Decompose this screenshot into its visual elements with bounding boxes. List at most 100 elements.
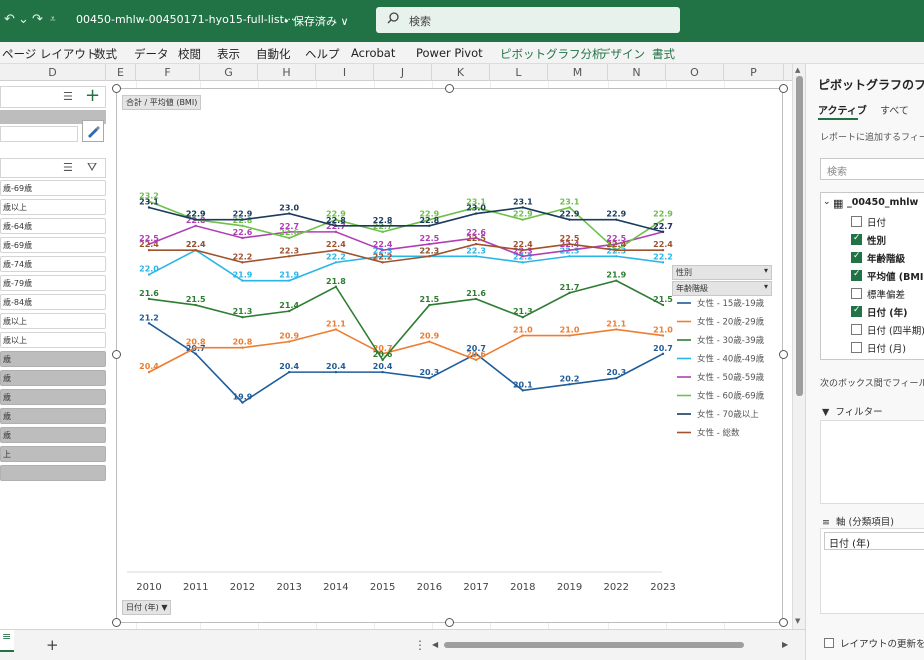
scroll-left-icon[interactable]: ◀ bbox=[432, 640, 439, 649]
scroll-right-icon[interactable]: ▶ bbox=[782, 640, 789, 649]
undo-icon[interactable]: ↶ bbox=[4, 12, 15, 27]
multi-select-icon-2[interactable]: ☰ bbox=[63, 161, 73, 174]
field-checkbox[interactable] bbox=[851, 288, 862, 299]
slicer-item[interactable]: 歳-69歳 bbox=[0, 180, 106, 196]
legend-field-age-button[interactable]: 年齢階級 ▾ bbox=[672, 281, 772, 296]
add-icon[interactable]: + bbox=[85, 85, 101, 106]
slicer-item[interactable]: 上 bbox=[0, 446, 106, 462]
column-header-o[interactable]: O bbox=[666, 64, 724, 81]
tab-page-layout[interactable]: ページ レイアウト bbox=[2, 47, 98, 61]
slicer-item[interactable]: 歳以上 bbox=[0, 313, 106, 329]
axis-field-item[interactable]: 日付 (年) bbox=[824, 532, 924, 550]
slicer-1-bar[interactable] bbox=[0, 110, 106, 124]
column-header-m[interactable]: M bbox=[548, 64, 608, 81]
search-box[interactable]: 検索 bbox=[376, 7, 680, 33]
redo-icon[interactable]: ↷ bbox=[32, 12, 43, 27]
column-header-e[interactable]: E bbox=[106, 64, 136, 81]
legend-field-gender-button[interactable]: 性別 ▾ bbox=[672, 265, 772, 280]
field-checkbox[interactable] bbox=[851, 324, 862, 335]
resize-handle[interactable] bbox=[445, 618, 454, 627]
multi-select-icon[interactable]: ☰ bbox=[63, 90, 73, 103]
save-status[interactable]: • 保存済み ∨ bbox=[283, 15, 349, 28]
tab-view[interactable]: 表示 bbox=[217, 47, 240, 61]
column-header-p[interactable]: P bbox=[724, 64, 784, 81]
column-header-l[interactable]: L bbox=[490, 64, 548, 81]
column-header-d[interactable]: D bbox=[0, 64, 106, 81]
add-sheet-button[interactable]: + bbox=[46, 636, 59, 654]
horizontal-scrollbar[interactable]: ◀ ▶ bbox=[432, 640, 792, 650]
field-checkbox[interactable] bbox=[851, 305, 862, 317]
column-header-h[interactable]: H bbox=[258, 64, 316, 81]
slicer-item[interactable]: 歳-64歳 bbox=[0, 218, 106, 234]
tab-active[interactable]: アクティブ bbox=[818, 106, 867, 117]
data-point bbox=[615, 255, 618, 258]
hscroll-thumb[interactable] bbox=[444, 642, 744, 648]
legend-label: 女性 - 15歳-19歳 bbox=[697, 298, 765, 309]
tab-data[interactable]: データ bbox=[134, 47, 169, 61]
resize-handle[interactable] bbox=[112, 350, 121, 359]
data-point bbox=[147, 200, 151, 203]
column-header-i[interactable]: I bbox=[316, 64, 374, 81]
undo-dropdown-icon[interactable]: ⌄ bbox=[18, 12, 29, 27]
tab-power-pivot[interactable]: Power Pivot bbox=[416, 46, 483, 60]
filter-drop-area[interactable] bbox=[820, 420, 924, 504]
data-label: 22.4 bbox=[653, 240, 673, 249]
scroll-up-icon[interactable]: ▲ bbox=[795, 66, 801, 74]
resize-handle[interactable] bbox=[112, 618, 121, 627]
slicer-item[interactable]: 歳 bbox=[0, 427, 106, 443]
slicer-item[interactable]: 歳 bbox=[0, 351, 106, 367]
tab-all[interactable]: すべて bbox=[880, 106, 909, 117]
slicer-item[interactable]: 歳 bbox=[0, 408, 106, 424]
column-header-g[interactable]: G bbox=[200, 64, 258, 81]
tab-design[interactable]: デザイン bbox=[599, 47, 645, 61]
defer-checkbox[interactable] bbox=[824, 638, 834, 648]
data-point bbox=[287, 230, 291, 234]
resize-handle[interactable] bbox=[779, 350, 788, 359]
defer-layout-update[interactable]: レイアウトの更新を保留する bbox=[824, 636, 924, 650]
field-search-input[interactable]: 検索 bbox=[820, 158, 924, 180]
slicer-item[interactable]: 歳-74歳 bbox=[0, 256, 106, 272]
column-header-f[interactable]: F bbox=[136, 64, 200, 81]
field-checkbox[interactable] bbox=[851, 269, 862, 281]
slicer-item[interactable]: 歳以上 bbox=[0, 332, 106, 348]
tab-formulas[interactable]: 数式 bbox=[94, 47, 117, 61]
slicer-item[interactable]: 歳-69歳 bbox=[0, 237, 106, 253]
column-header-n[interactable]: N bbox=[608, 64, 666, 81]
clear-filter-icon[interactable]: ⛛ bbox=[87, 160, 98, 174]
tab-acrobat[interactable]: Acrobat bbox=[351, 46, 396, 60]
scroll-thumb[interactable] bbox=[796, 76, 803, 396]
more-options-icon[interactable]: ⋮ bbox=[414, 638, 426, 652]
slicer-item[interactable]: 歳以上 bbox=[0, 199, 106, 215]
slicer-item[interactable]: 歳-84歳 bbox=[0, 294, 106, 310]
tab-review[interactable]: 校閲 bbox=[178, 47, 201, 61]
slicer-item[interactable]: 歳-79歳 bbox=[0, 275, 106, 291]
scroll-down-icon[interactable]: ▼ bbox=[795, 617, 801, 625]
field-checkbox[interactable] bbox=[851, 251, 862, 263]
slicer-item[interactable] bbox=[0, 465, 106, 481]
quick-access-menu-icon[interactable]: ⩡ bbox=[50, 14, 56, 25]
column-header-j[interactable]: J bbox=[374, 64, 432, 81]
field-checkbox[interactable] bbox=[851, 233, 862, 245]
column-header-k[interactable]: K bbox=[432, 64, 490, 81]
sheet-tab[interactable]: ≡ bbox=[0, 630, 14, 652]
collapse-icon[interactable]: ⌄ bbox=[823, 197, 831, 207]
tab-automate[interactable]: 自動化 bbox=[256, 47, 291, 61]
value-field-button[interactable]: 合計 / 平均値 (BMI) bbox=[122, 95, 202, 110]
data-point bbox=[334, 261, 338, 264]
tab-format[interactable]: 書式 bbox=[652, 47, 675, 61]
resize-handle[interactable] bbox=[779, 618, 788, 627]
pivot-chart[interactable]: 合計 / 平均値 (BMI) 日付 (年) ▼ 性別 ▾ 年齢階級 ▾ 2010… bbox=[116, 88, 783, 623]
tab-help[interactable]: ヘルプ bbox=[305, 47, 340, 61]
field-checkbox[interactable] bbox=[851, 216, 862, 227]
tab-pivotchart-analyze[interactable]: ピボットグラフ分析 bbox=[500, 47, 604, 61]
resize-handle[interactable] bbox=[112, 84, 121, 93]
resize-handle[interactable] bbox=[445, 84, 454, 93]
slicer-1-item[interactable] bbox=[0, 126, 78, 142]
slicer-item[interactable]: 歳 bbox=[0, 370, 106, 386]
resize-handle[interactable] bbox=[779, 84, 788, 93]
brush-icon[interactable] bbox=[82, 120, 104, 142]
axis-field-button[interactable]: 日付 (年) ▼ bbox=[122, 600, 172, 615]
vertical-scrollbar[interactable]: ▲ ▼ bbox=[792, 64, 805, 629]
slicer-item[interactable]: 歳 bbox=[0, 389, 106, 405]
field-checkbox[interactable] bbox=[851, 342, 862, 353]
